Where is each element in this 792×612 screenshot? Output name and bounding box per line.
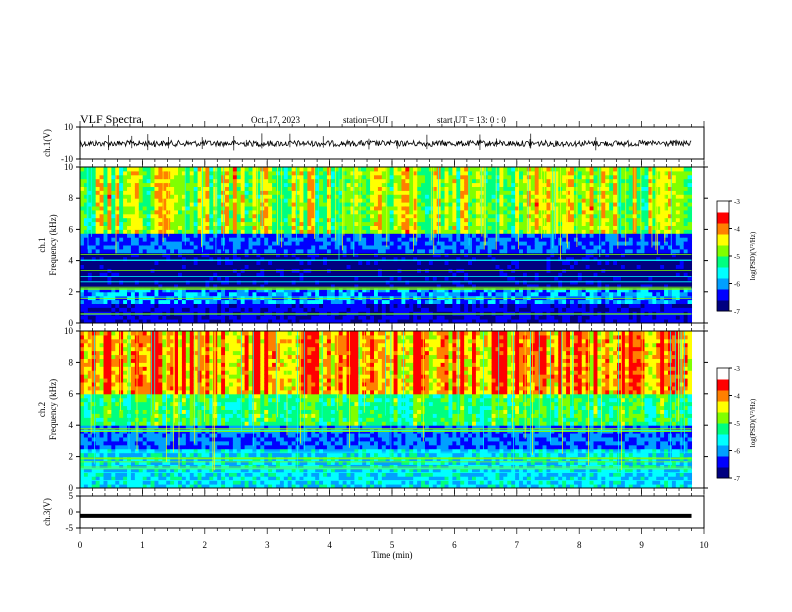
spec2-ytick-label: 10 bbox=[64, 326, 74, 336]
spec2-ytick-label: 0 bbox=[69, 483, 74, 493]
ch1-ytick-label: 10 bbox=[64, 122, 74, 132]
ch1-ytick-label: -10 bbox=[61, 154, 73, 164]
xtick-label: 5 bbox=[390, 540, 395, 550]
ch1-frame bbox=[79, 126, 705, 160]
spec2-colorbar-tick-label: -4 bbox=[734, 393, 740, 401]
spec1-ytick-label: 10 bbox=[64, 162, 74, 172]
spec2-colorbar-tick-label: -3 bbox=[734, 365, 740, 373]
spec1-colorbar-tick-label: -5 bbox=[734, 253, 740, 261]
xtick-label: 8 bbox=[577, 540, 582, 550]
spec1-colorbar-tick-label: -4 bbox=[734, 226, 740, 234]
ch3-ytick-label: 5 bbox=[69, 491, 74, 501]
ch1-ylabel: ch.1(V) bbox=[42, 129, 52, 157]
x-axis-label: Time (min) bbox=[372, 550, 413, 560]
chart-title: VLF Spectra bbox=[80, 112, 142, 126]
spec1-colorbar-label: log(PSD)(V²/Hz) bbox=[749, 231, 757, 280]
xtick-label: 1 bbox=[140, 540, 145, 550]
date-label: Oct. 17, 2023 bbox=[251, 115, 300, 125]
spec1-ytick-label: 6 bbox=[69, 224, 74, 234]
xtick-label: 3 bbox=[265, 540, 270, 550]
xtick-label: 4 bbox=[327, 540, 332, 550]
spec1-ytick-label: 2 bbox=[69, 287, 74, 297]
ch3-ytick-label: 0 bbox=[69, 507, 74, 517]
ch3-ytick-label: -5 bbox=[66, 523, 74, 533]
spec2-ylabel-frequency: Frequency (kHz) bbox=[48, 379, 58, 440]
start-time-label: start UT = 13: 0 : 0 bbox=[437, 115, 506, 125]
spec2-colorbar-tick-label: -6 bbox=[734, 448, 740, 456]
spec2-colorbar-tick-label: -5 bbox=[734, 420, 740, 428]
spec1-ylabel-frequency: Frequency (kHz) bbox=[48, 214, 58, 275]
spec2-colorbar-label: log(PSD)(V²/Hz) bbox=[749, 398, 757, 447]
spec2-ytick-label: 8 bbox=[69, 357, 74, 367]
spec1-ytick-label: 8 bbox=[69, 193, 74, 203]
xtick-label: 2 bbox=[203, 540, 208, 550]
spec1-ytick-label: 4 bbox=[69, 256, 74, 266]
xtick-label: 0 bbox=[78, 540, 83, 550]
xtick-label: 10 bbox=[700, 540, 710, 550]
xtick-label: 7 bbox=[515, 540, 520, 550]
ch1-trace bbox=[79, 139, 692, 148]
spec2-ytick-label: 6 bbox=[69, 389, 74, 399]
station-label: station=OUI bbox=[343, 115, 389, 125]
spec1-spectrogram bbox=[80, 167, 693, 324]
spec2-colorbar-tick-label: -7 bbox=[734, 475, 740, 483]
ch3-frame bbox=[79, 495, 705, 529]
ch3-ylabel: ch.3(V) bbox=[42, 498, 52, 526]
spec2-ytick-label: 2 bbox=[69, 452, 74, 462]
xtick-label: 9 bbox=[639, 540, 644, 550]
spec1-colorbar-tick-label: -6 bbox=[734, 281, 740, 289]
spec2-spectrogram bbox=[80, 331, 693, 489]
spec1-ylabel-channel: ch.1 bbox=[37, 237, 47, 252]
spec1-colorbar-tick-label: -7 bbox=[734, 308, 740, 316]
spec2-ytick-label: 4 bbox=[69, 420, 74, 430]
spec1-ytick-label: 0 bbox=[69, 318, 74, 328]
spec1-colorbar-tick-label: -3 bbox=[734, 198, 740, 206]
spec2-ylabel-channel: ch.2 bbox=[37, 402, 47, 417]
xtick-label: 6 bbox=[452, 540, 457, 550]
